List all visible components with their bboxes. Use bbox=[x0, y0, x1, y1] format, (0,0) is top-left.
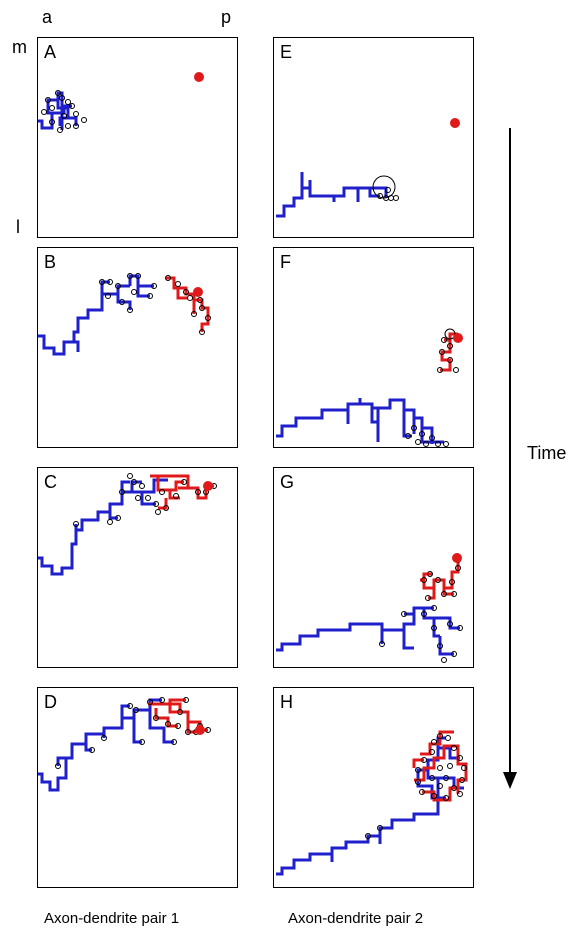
panel-b: B bbox=[37, 247, 238, 448]
axis-label-anterior: a bbox=[42, 7, 53, 27]
caption-pair-1: Axon-dendrite pair 1 bbox=[44, 910, 180, 927]
panel-label-d: D bbox=[44, 692, 57, 712]
axis-label-medial: m bbox=[12, 37, 27, 57]
panel-label-b: B bbox=[44, 252, 57, 272]
panel-h-trace bbox=[276, 730, 468, 876]
panel-b-trace bbox=[38, 273, 211, 356]
panel-g: G bbox=[273, 467, 474, 668]
panel-c-trace bbox=[38, 473, 217, 576]
panel-a: A bbox=[37, 37, 238, 238]
axis-label-lateral: l bbox=[16, 217, 20, 237]
panel-f-trace bbox=[276, 328, 463, 447]
panel-f: F bbox=[273, 247, 474, 448]
panel-label-g: G bbox=[280, 472, 295, 492]
time-arrow bbox=[503, 128, 517, 789]
panel-e-trace bbox=[276, 118, 460, 218]
panel-h: H bbox=[273, 687, 474, 888]
panel-e: E bbox=[273, 37, 474, 238]
panel-label-a: A bbox=[44, 42, 57, 62]
panel-d-trace bbox=[38, 697, 211, 792]
panel-a-trace bbox=[38, 72, 204, 133]
axis-label-posterior: p bbox=[221, 7, 232, 27]
panel-g-trace bbox=[276, 553, 463, 663]
panel-label-c: C bbox=[44, 472, 57, 492]
panel-c: C bbox=[37, 467, 238, 668]
panel-label-f: F bbox=[280, 252, 291, 272]
panel-label-h: H bbox=[280, 692, 293, 712]
caption-pair-2: Axon-dendrite pair 2 bbox=[288, 910, 424, 927]
panel-label-e: E bbox=[280, 42, 293, 62]
time-label: Time bbox=[527, 443, 567, 463]
panel-d: D bbox=[37, 687, 238, 888]
